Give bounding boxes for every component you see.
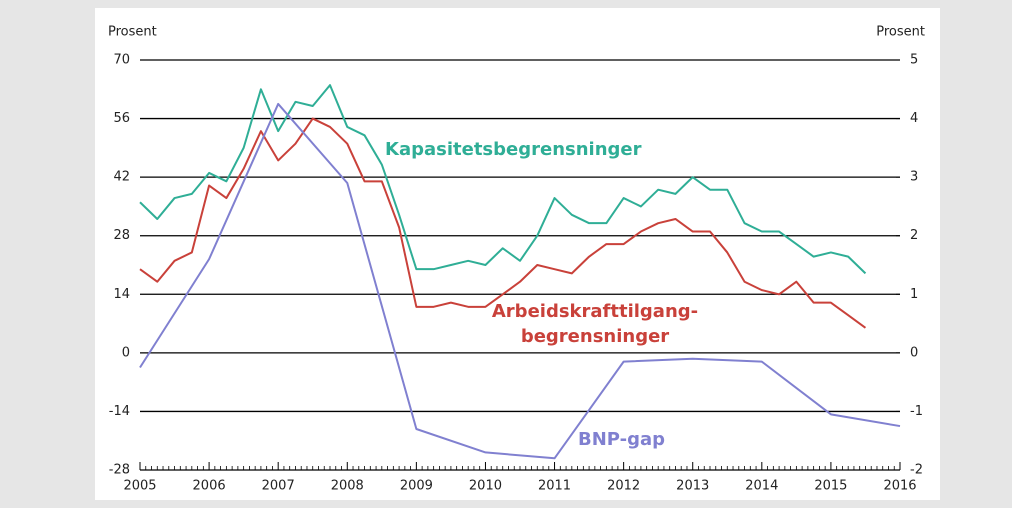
- y-tick-label: 14: [113, 287, 130, 302]
- y-tick-label: -14: [109, 404, 130, 419]
- y2-tick-label: 3: [910, 170, 918, 185]
- series-label: BNP-gap: [578, 429, 665, 450]
- y-axis-label: Prosent: [108, 25, 157, 40]
- y-tick-label: 56: [113, 111, 130, 126]
- x-tick-label: 2008: [331, 479, 364, 494]
- y2-tick-label: 4: [910, 111, 918, 126]
- series-line: [139, 84, 867, 275]
- y2-tick-label: -2: [910, 463, 923, 478]
- y2-tick-label: 2: [910, 228, 918, 243]
- y-tick-label: 0: [122, 345, 130, 360]
- x-tick-label: 2015: [814, 479, 847, 494]
- x-tick-label: 2014: [745, 479, 778, 494]
- x-tick-label: 2005: [123, 479, 156, 494]
- series-label: Kapasitetsbegrensninger: [385, 139, 642, 160]
- y-tick-label: -28: [109, 463, 130, 478]
- x-tick-label: 2013: [676, 479, 709, 494]
- x-tick-label: 2016: [883, 479, 916, 494]
- x-tick-label: 2009: [400, 479, 433, 494]
- y-tick-label: 70: [113, 53, 130, 68]
- x-tick-label: 2011: [538, 479, 571, 494]
- y2-axis-label: Prosent: [876, 25, 925, 40]
- y2-tick-label: 0: [910, 345, 918, 360]
- series-label: begrensninger: [521, 326, 669, 347]
- y2-tick-label: 5: [910, 53, 918, 68]
- chart-panel: [95, 8, 940, 500]
- series-line: [139, 117, 867, 329]
- y-tick-label: 28: [113, 228, 130, 243]
- series-label: Arbeidskrafttilgang-: [492, 301, 698, 322]
- series-line: [139, 102, 901, 460]
- x-tick-label: 2012: [607, 479, 640, 494]
- y-tick-label: 42: [113, 170, 130, 185]
- x-tick-label: 2006: [193, 479, 226, 494]
- y2-tick-label: 1: [910, 287, 918, 302]
- x-tick-label: 2010: [469, 479, 502, 494]
- y2-tick-label: -1: [910, 404, 923, 419]
- x-tick-label: 2007: [262, 479, 295, 494]
